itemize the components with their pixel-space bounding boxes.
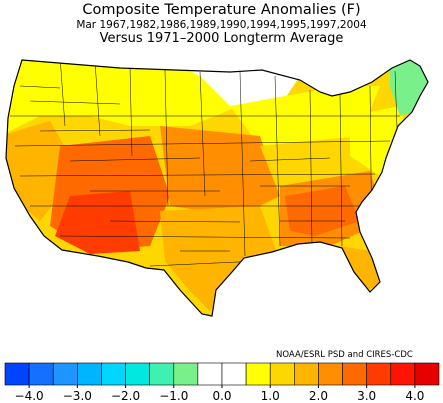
colorbar-swatch bbox=[294, 362, 319, 386]
colorbar-swatch bbox=[149, 362, 175, 386]
colorbar-swatch bbox=[197, 362, 223, 386]
colorbar-swatch bbox=[125, 362, 150, 386]
colorbar-swatch bbox=[342, 362, 367, 386]
colorbar-swatch bbox=[245, 362, 271, 386]
colorbar-tick-label: 3.0 bbox=[357, 389, 376, 403]
colorbar-tick-label: −1.0 bbox=[159, 389, 188, 403]
colorbar-swatch bbox=[221, 362, 247, 386]
colorbar-tick-label: 1.0 bbox=[261, 389, 280, 403]
composite-years-line: Mar 1967,1982,1986,1989,1990,1994,1995,1… bbox=[76, 19, 367, 31]
colorbar-swatch bbox=[318, 362, 343, 386]
region-southwest bbox=[55, 191, 140, 254]
colorbar-swatch bbox=[52, 362, 78, 386]
colorbar-tick-label: −3.0 bbox=[63, 389, 92, 403]
colorbar-swatch bbox=[269, 362, 295, 386]
colorbar-swatch bbox=[414, 362, 440, 386]
colorbar-tick-label: 2.0 bbox=[309, 389, 328, 403]
region-central-plains bbox=[160, 126, 280, 216]
source-credit: NOAA/ESRL PSD and CIRES-CDC bbox=[276, 350, 413, 360]
colorbar-tick-label: −4.0 bbox=[15, 389, 44, 403]
colorbar-swatch bbox=[4, 362, 30, 386]
colorbar-tick-label: 0.0 bbox=[212, 389, 231, 403]
baseline-line: Versus 1971–2000 Longterm Average bbox=[99, 31, 344, 46]
colorbar-swatches bbox=[4, 362, 440, 386]
map-title: Composite Temperature Anomalies (F) bbox=[82, 2, 361, 18]
colorbar-swatch bbox=[390, 362, 416, 386]
region-florida bbox=[340, 246, 380, 291]
colorbar-tick-labels: −4.0 −3.0 −2.0 −1.0 0.0 1.0 2.0 3.0 4.0 bbox=[15, 385, 424, 403]
colorbar-tick-label: −2.0 bbox=[111, 389, 140, 403]
climate-division-boundaries bbox=[10, 60, 400, 267]
colorbar-swatch bbox=[173, 362, 199, 386]
colorbar-swatch bbox=[366, 362, 392, 386]
colorbar-swatch bbox=[77, 362, 102, 386]
us-anomaly-map bbox=[5, 59, 429, 317]
colorbar: −4.0 −3.0 −2.0 −1.0 0.0 1.0 2.0 3.0 4.0 bbox=[4, 362, 440, 403]
colorbar-swatch bbox=[101, 362, 126, 386]
colorbar-swatch bbox=[28, 362, 54, 386]
region-texas-gulf bbox=[160, 206, 280, 311]
colorbar-tick-label: 4.0 bbox=[405, 389, 424, 403]
